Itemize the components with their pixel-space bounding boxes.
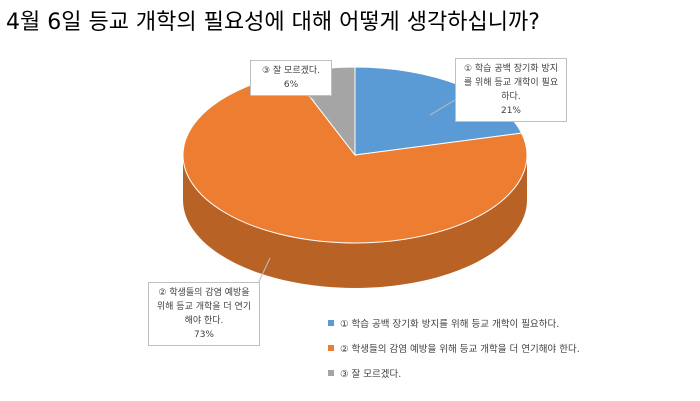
pie-side: [183, 155, 527, 288]
legend-swatch: [328, 345, 334, 351]
legend-swatch: [328, 370, 334, 376]
legend-item: ② 학생들의 감염 예방을 위해 등교 개학을 더 연기해야 한다.: [328, 341, 580, 355]
data-label-category: ① 학습 공백 장기화 방지를 위해 등교 개학이 필요하다.: [463, 64, 559, 102]
data-label-category: ③ 잘 모르겠다.: [261, 66, 321, 76]
pie-slice: [182, 72, 528, 244]
chart-title: 4월 6일 등교 개학의 필요성에 대해 어떻게 생각하십니까?: [6, 10, 540, 35]
data-label: ② 학생들의 감염 예방을 위해 등교 개학을 더 연기해야 한다. 73%: [148, 282, 260, 346]
legend-label: ① 학습 공백 장기화 방지를 위해 등교 개학이 필요하다.: [340, 319, 560, 330]
callout-pointer: [429, 99, 456, 116]
data-label: ① 학습 공백 장기화 방지를 위해 등교 개학이 필요하다. 21%: [455, 58, 567, 122]
data-label-value: 73%: [193, 330, 214, 340]
data-label-value: 6%: [283, 80, 299, 90]
legend-label: ② 학생들의 감염 예방을 위해 등교 개학을 더 연기해야 한다.: [340, 344, 580, 355]
data-label-value: 21%: [500, 106, 521, 116]
legend-item: ③ 잘 모르겠다.: [328, 366, 401, 380]
legend-swatch: [328, 320, 334, 326]
data-label: ③ 잘 모르겠다. 6%: [250, 60, 332, 96]
legend-item: ① 학습 공백 장기화 방지를 위해 등교 개학이 필요하다.: [328, 316, 559, 330]
legend-label: ③ 잘 모르겠다.: [340, 369, 402, 380]
data-label-category: ② 학생들의 감염 예방을 위해 등교 개학을 더 연기해야 한다.: [156, 288, 252, 326]
